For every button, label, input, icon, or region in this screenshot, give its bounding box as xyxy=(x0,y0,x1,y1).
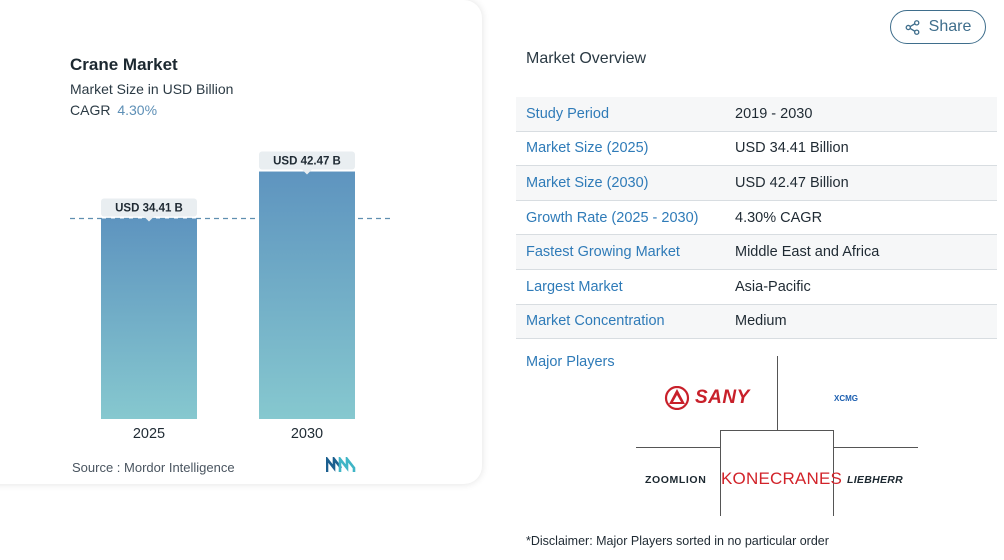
data-label-box xyxy=(259,151,355,170)
bar-chart: USD 34.41 B 2025 USD 42.47 B 2030 xyxy=(70,151,390,442)
source-name: Mordor Intelligence xyxy=(124,460,235,475)
overview-row: Study Period 2019 - 2030 xyxy=(516,97,997,132)
share-label: Share xyxy=(928,18,972,35)
overview-row-value: USD 42.47 Billion xyxy=(735,174,849,191)
chart-title: Crane Market xyxy=(70,55,178,74)
overview-row-label[interactable]: Market Size (2030) xyxy=(526,174,649,191)
share-button[interactable]: Share xyxy=(890,10,986,44)
xcmg-logo-text: XCMG xyxy=(834,394,858,403)
overview-row: Market Size (2025) USD 34.41 Billion xyxy=(516,132,997,167)
overview-row: Fastest Growing Market Middle East and A… xyxy=(516,235,997,270)
liebherr-logo[interactable]: LIEBHERR xyxy=(847,474,903,486)
data-label-box xyxy=(101,198,197,217)
chart-source: Source : Mordor Intelligence xyxy=(72,460,235,475)
overview-row-label[interactable]: Largest Market xyxy=(526,278,623,295)
overview-row: Market Size (2030) USD 42.47 Billion xyxy=(516,166,997,201)
overview-row-label[interactable]: Market Concentration xyxy=(526,313,665,330)
overview-row-value: 2019 - 2030 xyxy=(735,105,813,122)
grid-divider xyxy=(636,447,720,448)
overview-row-value: Asia-Pacific xyxy=(735,278,811,295)
overview-row: Market Concentration Medium xyxy=(516,304,997,340)
data-label: USD 34.41 B xyxy=(115,202,183,214)
overview-row-value: 4.30% CAGR xyxy=(735,209,823,226)
grid-divider xyxy=(720,430,834,431)
liebherr-logo-text: LIEBHERR xyxy=(847,474,904,486)
zoomlion-logo[interactable]: ZOOMLION xyxy=(645,474,706,486)
market-overview-table: Study Period 2019 - 2030 Market Size (20… xyxy=(516,97,997,340)
xcmg-logo[interactable]: XCMG xyxy=(834,394,858,403)
mordor-intelligence-logo-icon xyxy=(326,457,356,472)
bar-2030 xyxy=(259,171,355,419)
sany-emblem-icon xyxy=(664,386,690,410)
overview-row-value: Medium xyxy=(735,313,787,330)
grid-divider xyxy=(833,430,834,516)
cagr-value: 4.30% xyxy=(117,102,158,118)
overview-row: Growth Rate (2025 - 2030) 4.30% CAGR xyxy=(516,201,997,236)
konecranes-logo-text: KONECRANES xyxy=(721,469,843,488)
overview-row-value: USD 34.41 Billion xyxy=(735,140,849,157)
x-tick-label: 2025 xyxy=(133,426,165,442)
sany-logo[interactable]: SANY xyxy=(664,386,750,410)
data-label-pointer xyxy=(144,216,154,222)
zoomlion-logo-text: ZOOMLION xyxy=(645,474,707,486)
sany-logo-text: SANY xyxy=(695,387,750,408)
konecranes-logo[interactable]: KONECRANES xyxy=(721,469,842,489)
overview-row-label[interactable]: Market Size (2025) xyxy=(526,140,649,157)
chart-subtitle: Market Size in USD Billion xyxy=(70,81,234,97)
overview-row-value: Middle East and Africa xyxy=(735,244,880,261)
grid-divider xyxy=(834,447,918,448)
cagr-label: CAGR xyxy=(70,102,111,118)
chart-cagr: CAGR 4.30% xyxy=(70,102,157,118)
bar-2025 xyxy=(101,218,197,419)
major-players-grid: SANY XCMG ZOOMLION KONECRANES LIEBHERR xyxy=(636,356,920,516)
market-overview-title: Market Overview xyxy=(526,50,647,67)
major-players-label[interactable]: Major Players xyxy=(526,354,615,370)
disclaimer: *Disclaimer: Major Players sorted in no … xyxy=(526,534,829,548)
overview-row-label[interactable]: Growth Rate (2025 - 2030) xyxy=(526,209,699,226)
share-icon xyxy=(905,19,920,35)
data-label-pointer xyxy=(302,169,312,175)
overview-row-label[interactable]: Fastest Growing Market xyxy=(526,244,680,261)
data-label: USD 42.47 B xyxy=(273,156,341,168)
grid-divider xyxy=(720,430,721,516)
x-tick-label: 2030 xyxy=(291,426,323,442)
source-prefix: Source : xyxy=(72,460,121,475)
overview-row: Largest Market Asia-Pacific xyxy=(516,270,997,305)
grid-divider xyxy=(777,356,778,430)
overview-row-label[interactable]: Study Period xyxy=(526,105,610,122)
chart-card: USD 34.41 B 2025 USD 42.47 B 2030 Crane Mar… xyxy=(0,0,482,484)
